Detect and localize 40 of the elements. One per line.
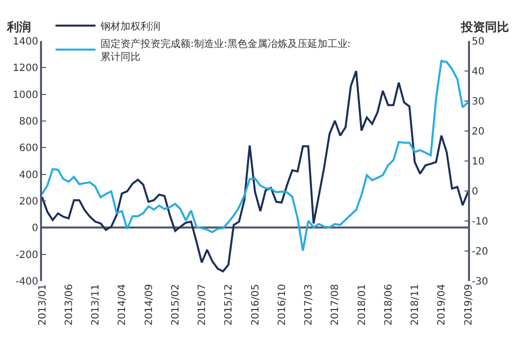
x-tick-label: 2018/06	[383, 284, 394, 326]
x-tick-label: 2015/02	[170, 284, 182, 326]
x-tick-label: 2014/04	[117, 284, 128, 326]
x-tick-label: 2015/07	[197, 284, 208, 326]
y2-tick-label: 30	[472, 96, 484, 108]
legend-label: 固定资产投资完成额:制造业:黑色金属冶炼及压延加工业:累计同比	[100, 38, 351, 63]
y2-tick-label: 40	[472, 66, 484, 78]
y-tick-label: 800	[19, 116, 38, 128]
x-tick-label: 2019/04	[436, 284, 448, 326]
x-tick-label: 2018/11	[410, 284, 421, 326]
x-tick-label: 2013/01	[37, 284, 48, 326]
y-tick-label: 600	[19, 143, 38, 154]
x-tick-label: 2016/05	[250, 284, 262, 326]
x-tick-label: 2018/01	[356, 284, 368, 326]
y2-tick-label: 50	[472, 36, 484, 48]
legend-label: 钢材加权利润	[100, 20, 161, 32]
y-axis-title: 利润	[6, 20, 31, 34]
y-tick-label: 1000	[12, 90, 38, 101]
y-tick-label: 400	[19, 170, 38, 181]
y2-tick-label: -10	[472, 216, 488, 228]
x-tick-label: 2014/09	[144, 284, 155, 326]
x-tick-label: 2013/06	[64, 284, 75, 326]
y-tick-label: 1200	[12, 63, 38, 74]
y-tick-label: -200	[16, 250, 38, 261]
x-tick-label: 2017/03	[304, 284, 314, 326]
x-tick-label: 2015/12	[224, 284, 235, 326]
y-tick-label: 0	[32, 223, 38, 234]
y2-tick-label: -20	[472, 246, 488, 258]
x-tick-label: 2019/09	[463, 284, 474, 326]
x-tick-label: 2016/10	[276, 284, 288, 326]
y2-tick-label: 20	[472, 126, 484, 138]
y-tick-label: 200	[19, 196, 38, 208]
y2-tick-label: 0	[472, 186, 478, 198]
y2-tick-label: -30	[472, 276, 488, 288]
x-tick-label: 2017/08	[330, 284, 342, 326]
y-tick-label: -400	[16, 276, 38, 288]
y-tick-label: 1400	[12, 36, 38, 48]
y2-tick-label: 10	[472, 156, 484, 168]
y2-axis-title: 投资同比	[460, 20, 509, 34]
x-tick-label: 2013/11	[90, 284, 102, 326]
